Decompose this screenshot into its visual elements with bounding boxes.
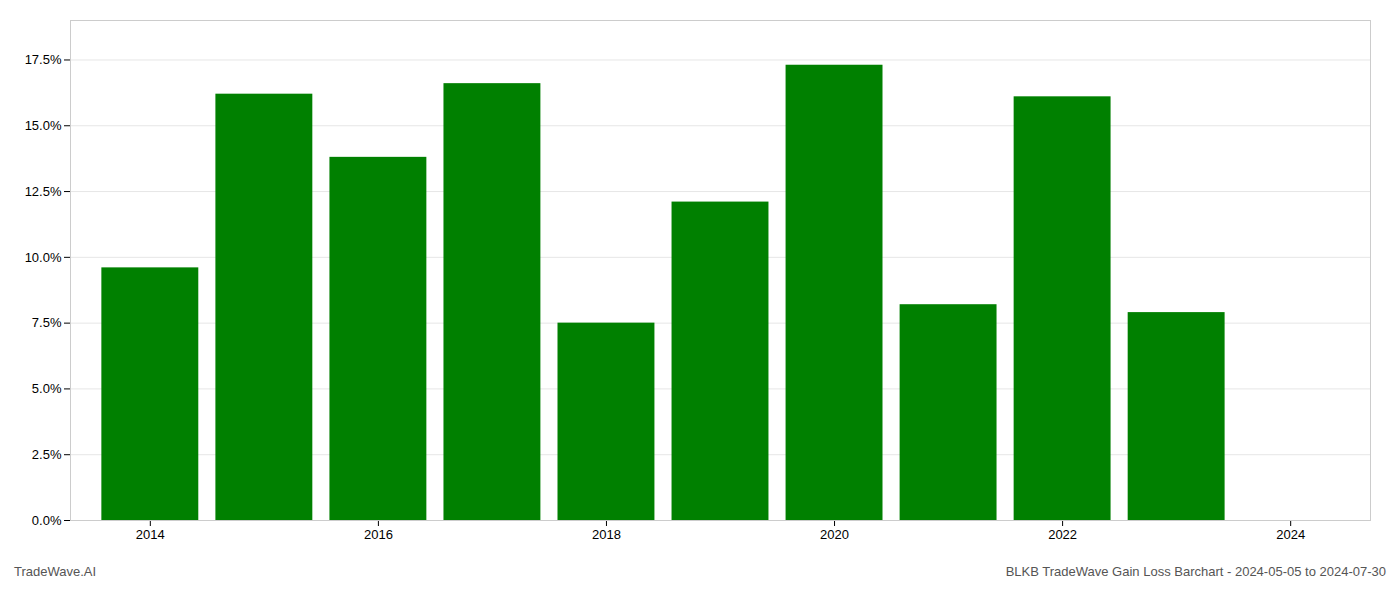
html-text:TradeWave.AI: TradeWave.AI [14,564,97,579]
svg-text:5.0%: 5.0% [32,381,62,396]
svg-text:2014: 2014 [136,527,165,542]
svg-text:0.0%: 0.0% [32,513,62,528]
svg-text:10.0%: 10.0% [25,250,62,265]
svg-text:2022: 2022 [1048,527,1077,542]
svg-text:2.5%: 2.5% [32,447,62,462]
svg-text:12.5%: 12.5% [25,184,62,199]
svg-text:2016: 2016 [364,527,393,542]
svg-text:15.0%: 15.0% [25,118,62,133]
svg-text:2024: 2024 [1276,527,1305,542]
svg-text:17.5%: 17.5% [25,52,62,67]
svg-text:2020: 2020 [820,527,849,542]
svg-text:7.5%: 7.5% [32,315,62,330]
html-text:BLKB TradeWave Gain Loss Barch: BLKB TradeWave Gain Loss Barchart - 2024… [1005,564,1386,579]
svg-text:2018: 2018 [592,527,621,542]
